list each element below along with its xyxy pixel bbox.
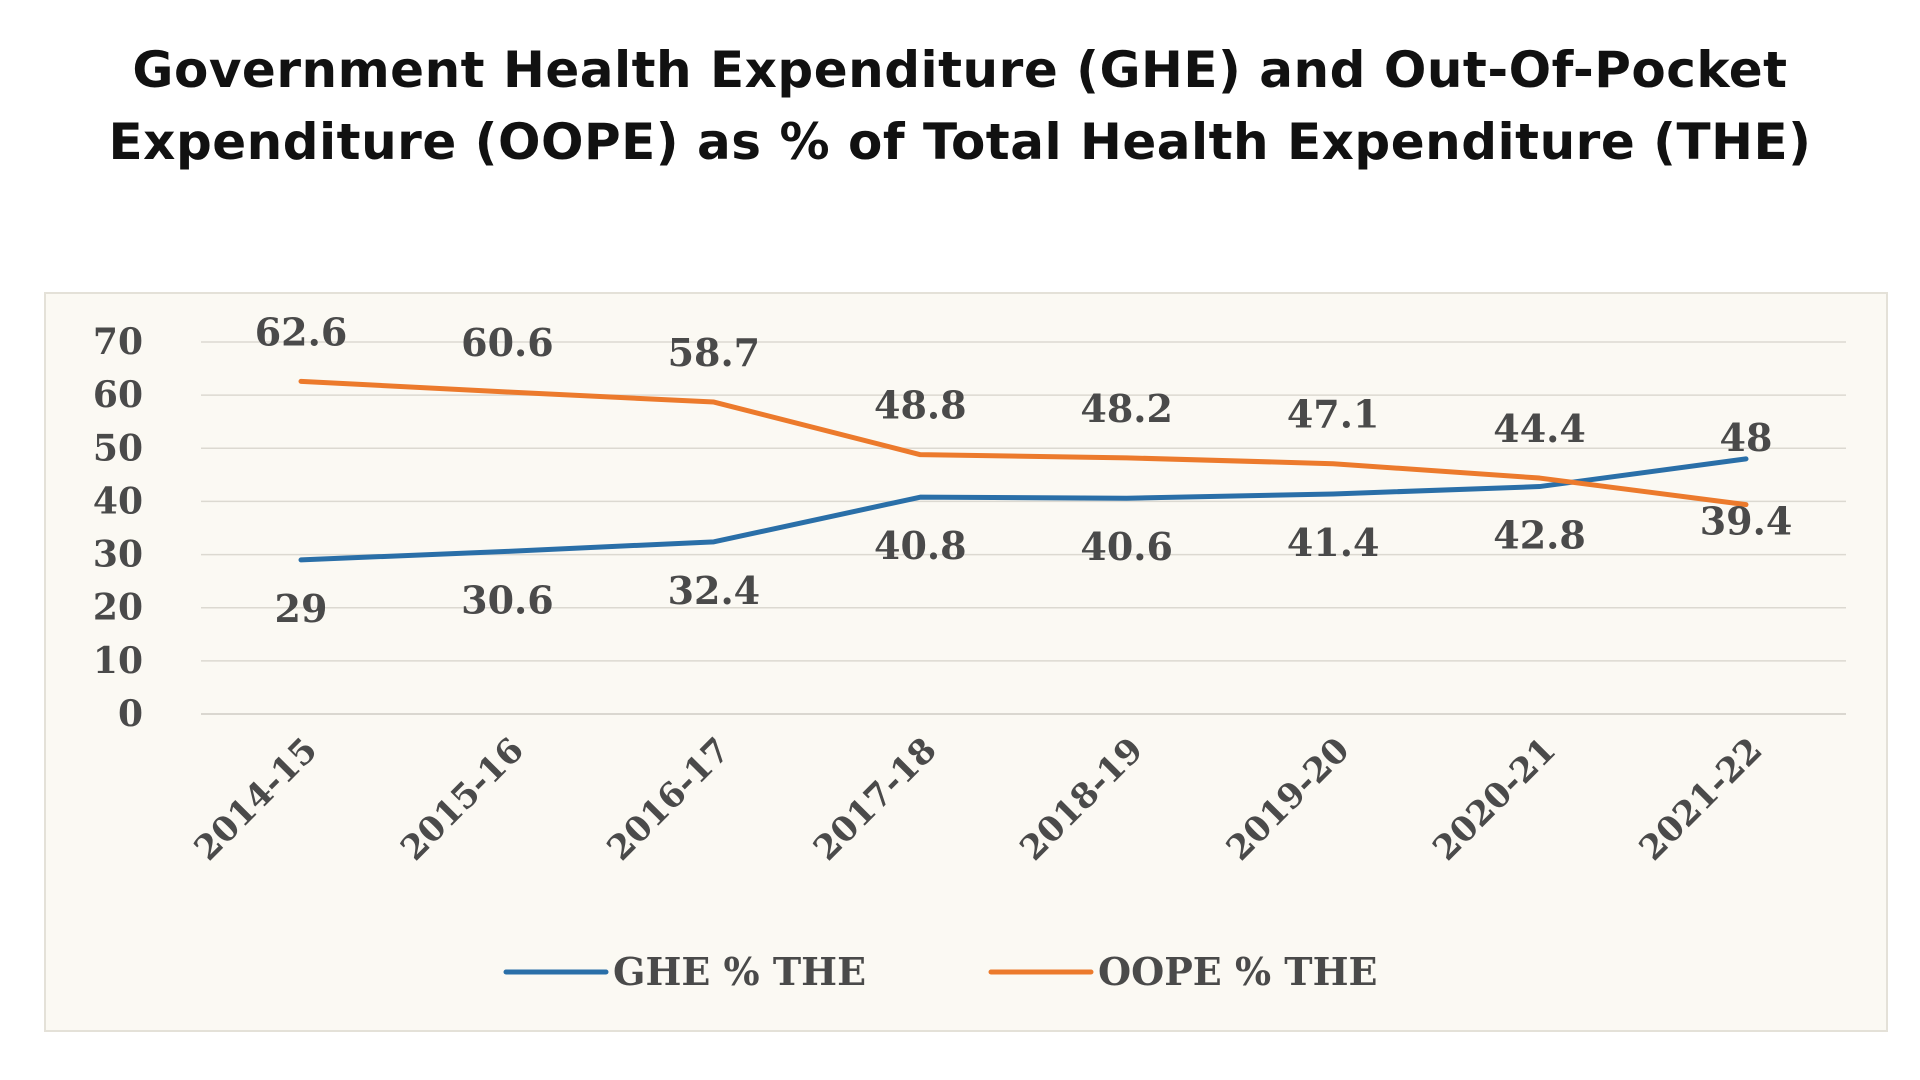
- x-tick-label: 2018-19: [1012, 730, 1151, 869]
- oope-data-label: 47.1: [1287, 392, 1380, 437]
- ghe-data-label: 32.4: [668, 568, 761, 613]
- x-tick-label: 2016-17: [600, 730, 739, 869]
- ghe-data-label: 41.4: [1287, 520, 1380, 565]
- chart-title-line-1: Government Health Expenditure (GHE) and …: [132, 41, 1788, 99]
- chart-title-line-2: Expenditure (OOPE) as % of Total Health …: [108, 113, 1812, 171]
- line-chart: 0 10 20 30 40 50 60 70 2014-15 2015-16 2016-17 2017…: [93, 309, 1846, 994]
- oope-data-label: 39.4: [1700, 499, 1793, 544]
- oope-data-label: 48.2: [1080, 386, 1173, 431]
- x-tick-label: 2017-18: [806, 730, 945, 869]
- legend-oope-label: OOPE % THE: [1098, 949, 1377, 994]
- y-tick-label: 40: [93, 480, 143, 522]
- oope-data-label: 60.6: [461, 320, 554, 365]
- ghe-data-label: 48: [1720, 415, 1773, 460]
- oope-data-label: 58.7: [668, 330, 761, 375]
- chart-panel: 0 10 20 30 40 50 60 70 2014-15 2015-16 2016-17 2017…: [44, 292, 1888, 1032]
- ghe-data-label: 30.6: [461, 577, 554, 622]
- x-tick-label: 2021-22: [1632, 730, 1771, 869]
- oope-series-line: [298, 378, 1749, 508]
- legend-ghe-label: GHE % THE: [613, 949, 866, 994]
- oope-data-label: 48.8: [874, 383, 967, 428]
- x-tick-label: 2014-15: [187, 730, 326, 869]
- ghe-data-label: 29: [275, 586, 328, 631]
- oope-data-label: 62.6: [255, 309, 348, 354]
- ghe-data-label: 42.8: [1493, 513, 1586, 558]
- y-tick-label: 60: [93, 374, 143, 416]
- oope-data-label: 44.4: [1493, 406, 1586, 451]
- x-tick-label: 2019-20: [1219, 730, 1358, 869]
- x-tick-label: 2020-21: [1425, 730, 1564, 869]
- y-tick-label: 20: [93, 587, 143, 629]
- ghe-data-label: 40.8: [874, 523, 967, 568]
- y-tick-label: 10: [93, 640, 143, 682]
- y-tick-label: 50: [93, 427, 143, 469]
- chart-title: Government Health Expenditure (GHE) and …: [0, 34, 1920, 178]
- x-tick-label: 2015-16: [393, 730, 532, 869]
- y-tick-label: 70: [93, 321, 143, 363]
- y-tick-label: 0: [118, 693, 143, 735]
- ghe-series-line: [298, 456, 1749, 563]
- y-tick-label: 30: [93, 534, 143, 576]
- ghe-data-label: 40.6: [1080, 524, 1173, 569]
